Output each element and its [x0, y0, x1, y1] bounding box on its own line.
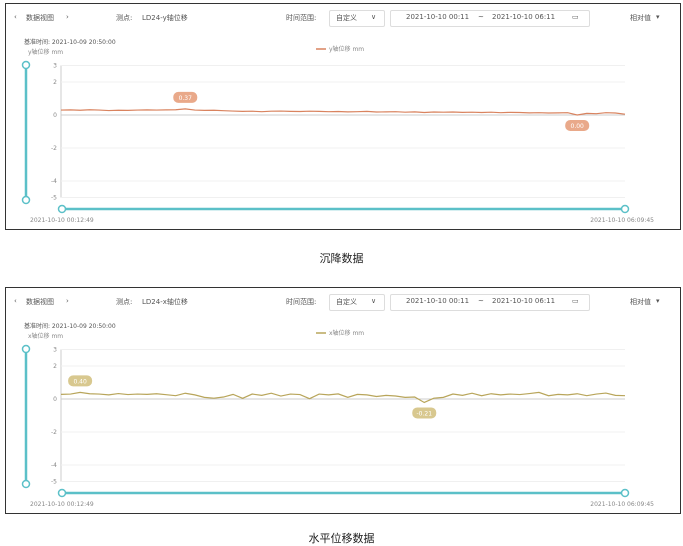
range-separator: ~	[478, 297, 484, 305]
y-tick-label: -2	[51, 145, 57, 152]
nav-label: 数据视图	[26, 298, 54, 306]
range-mode-value: 自定义	[336, 298, 357, 306]
min-label: -0.21	[416, 410, 432, 417]
y-axis-unit: y轴位移 mm	[28, 48, 63, 56]
chevron-down-icon: ∨	[371, 297, 377, 305]
chart-panel-1: ‹ 数据视图 › 测点: LD24-x轴位移 时间范围: 自定义 ∨ 2021-…	[5, 287, 681, 514]
slider-handle-bottom	[21, 479, 31, 489]
slider-handle-left	[57, 204, 67, 214]
slider-start-label: 2021-10-10 00:12:49	[30, 217, 94, 224]
prev-icon[interactable]: ‹	[14, 297, 17, 305]
date-range-input[interactable]	[390, 10, 590, 27]
slider-end-label: 2021-10-10 06:09:45	[590, 217, 654, 224]
chevron-down-icon: ∨	[371, 13, 377, 21]
line-chart: y轴位移 mm y轴位移 mm 3 2 0 -2 -4 -5 0.37 0.00 2021-10-1…	[21, 45, 654, 224]
y-tick-label: -5	[51, 195, 57, 202]
slider-handle-top	[21, 60, 31, 70]
end-date[interactable]: 2021-10-10 06:11	[492, 297, 556, 305]
y-axis-unit: x轴位移 mm	[28, 332, 63, 340]
min-label-bubble	[412, 407, 437, 419]
legend-label: x轴位移 mm	[329, 329, 364, 337]
y-tick-label: 3	[53, 63, 57, 70]
next-icon[interactable]: ›	[66, 297, 69, 305]
prev-icon[interactable]: ‹	[14, 13, 17, 21]
y-tick-label: 3	[53, 347, 57, 354]
y-tick-label: -2	[51, 429, 57, 436]
range-mode-select[interactable]	[329, 10, 385, 27]
value-mode-dropdown[interactable]: 相对值	[630, 298, 651, 306]
max-label: 0.37	[179, 95, 193, 102]
y-tick-label: -5	[51, 479, 57, 486]
slider-end-label: 2021-10-10 06:09:45	[590, 501, 654, 508]
date-range-input[interactable]	[390, 294, 590, 311]
max-label: 0.40	[73, 378, 87, 385]
min-label-bubble	[565, 120, 590, 131]
range-mode-select[interactable]	[329, 294, 385, 311]
series-line	[60, 108, 626, 116]
slider-handle-bottom	[21, 195, 31, 205]
chart-panel-0: ‹ 数据视图 › 测点: LD24-y轴位移 时间范围: 自定义 ∨ 2021-…	[5, 3, 681, 230]
y-tick-label: 0	[53, 112, 57, 119]
point-value: LD24-x轴位移	[142, 298, 188, 306]
start-date[interactable]: 2021-10-10 00:11	[406, 297, 470, 305]
toolbar: ‹ 数据视图 › 测点: LD24-x轴位移 时间范围: 自定义 ∨ 2021-…	[6, 288, 680, 312]
max-label-bubble	[68, 375, 93, 387]
caret-down-icon: ▾	[656, 297, 660, 305]
base-time: 基准时间: 2021-10-09 20:50:00	[24, 323, 116, 330]
legend-label: y轴位移 mm	[329, 45, 364, 53]
figure-caption: 水平位移数据	[308, 532, 375, 545]
toolbar: ‹ 数据视图 › 测点: LD24-y轴位移 时间范围: 自定义 ∨ 2021-…	[6, 4, 680, 28]
calendar-icon[interactable]: ▭	[572, 297, 579, 305]
figure-caption: 沉降数据	[319, 252, 364, 265]
range-separator: ~	[478, 13, 484, 21]
y-tick-label: 0	[53, 396, 57, 403]
max-label-bubble	[173, 91, 198, 103]
nav-label: 数据视图	[26, 14, 54, 22]
slider-handle-left	[57, 488, 67, 498]
calendar-icon[interactable]: ▭	[572, 13, 579, 21]
line-chart: x轴位移 mm x轴位移 mm 3 2 0 -2 -4 -5 0.40 -0.21 2021-10-…	[21, 329, 654, 508]
time-range-label: 时间范围:	[286, 14, 317, 22]
point-value: LD24-y轴位移	[142, 14, 188, 22]
y-tick-label: -4	[51, 178, 57, 185]
start-date[interactable]: 2021-10-10 00:11	[406, 13, 470, 21]
range-mode-value: 自定义	[336, 14, 357, 22]
slider-start-label: 2021-10-10 00:12:49	[30, 501, 94, 508]
next-icon[interactable]: ›	[66, 13, 69, 21]
y-tick-label: 2	[53, 79, 57, 86]
value-mode-dropdown[interactable]: 相对值	[630, 14, 651, 22]
slider-handle-top	[21, 344, 31, 354]
base-time: 基准时间: 2021-10-09 20:50:00	[24, 39, 116, 46]
min-label: 0.00	[571, 123, 585, 130]
slider-handle-right	[620, 488, 630, 498]
time-range-label: 时间范围:	[286, 298, 317, 306]
end-date[interactable]: 2021-10-10 06:11	[492, 13, 556, 21]
series-line	[60, 391, 626, 404]
caret-down-icon: ▾	[656, 13, 660, 21]
y-tick-label: 2	[53, 363, 57, 370]
point-label: 测点:	[116, 14, 133, 22]
point-label: 测点:	[116, 298, 133, 306]
y-tick-label: -4	[51, 462, 57, 469]
slider-handle-right	[620, 204, 630, 214]
